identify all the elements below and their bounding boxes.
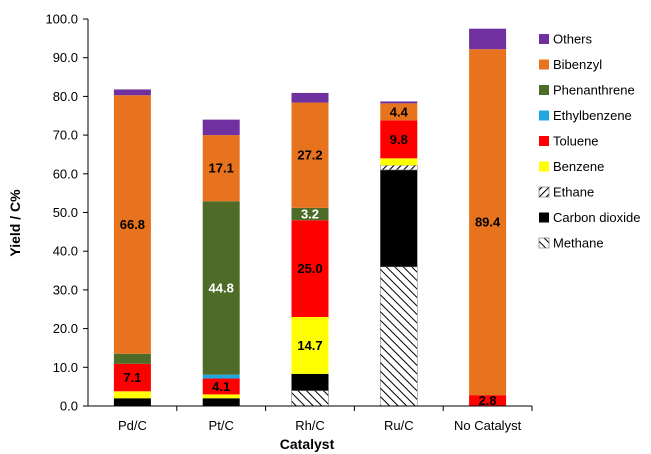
data-label: 44.8 xyxy=(209,280,234,295)
bar-pd-c-carbon-dioxide xyxy=(113,398,151,406)
legend-swatch-carbon-dioxide xyxy=(539,212,549,223)
y-tick-label: 80.0 xyxy=(53,89,78,104)
bar-ru-c-benzene xyxy=(380,158,418,166)
legend-label-others: Others xyxy=(553,32,593,47)
legend-swatch-methane xyxy=(538,237,550,249)
y-tick-label: 60.0 xyxy=(53,166,78,181)
y-tick-label: 10.0 xyxy=(53,360,78,375)
data-label: 7.1 xyxy=(123,370,141,385)
bar-ru-c-methane xyxy=(379,266,418,407)
y-axis-ticks: 0.0 10.0 20.0 30.0 40.0 50.0 60.0 70.0 80.0 90.0 1… xyxy=(45,12,88,414)
legend-swatch-others xyxy=(539,34,549,44)
bar-pt-c-toluene xyxy=(202,378,240,395)
x-tick-label: No Catalyst xyxy=(454,418,522,433)
x-axis-ticks: Pd/C Pt/C Rh/C Ru/C No Catalyst xyxy=(118,406,533,433)
data-label: 4.4 xyxy=(390,104,409,119)
bar-no-catalyst-others xyxy=(469,28,507,50)
legend-label-carbon-dioxide: Carbon dioxide xyxy=(553,210,640,225)
bar-ru-c-others xyxy=(380,101,418,104)
data-label: 27.2 xyxy=(297,148,322,163)
x-tick-label: Rh/C xyxy=(295,418,325,433)
legend-swatch-toluene xyxy=(539,136,549,146)
data-label: 25.0 xyxy=(297,261,322,276)
bar-pd-c-phenanthrene xyxy=(113,353,151,364)
bar-rh-c-carbon-dioxide xyxy=(291,373,329,391)
y-tick-label: 90.0 xyxy=(53,50,78,65)
legend-swatch-ethane xyxy=(538,186,550,198)
bar-pt-c-ethylbenzene xyxy=(202,374,240,379)
bar-rh-c-methane xyxy=(291,390,329,407)
bar-pt-c-carbon-dioxide xyxy=(202,398,240,406)
bar-ru-c-bibenzyl xyxy=(380,103,418,121)
bar-ru-c-carbon-dioxide xyxy=(380,169,418,267)
bar-pd-c-bibenzyl xyxy=(113,95,151,354)
legend-label-methane: Methane xyxy=(553,236,604,251)
bar-rh-c-phenanthrene xyxy=(291,207,329,221)
data-label: 2.8 xyxy=(479,393,497,408)
legend: Others Bibenzyl Phenanthrene Ethylbenzene To… xyxy=(538,32,640,251)
y-tick-label: 40.0 xyxy=(53,244,78,259)
y-tick-label: 100.0 xyxy=(45,12,78,27)
data-label: 89.4 xyxy=(475,215,501,230)
bar-pd-c-toluene xyxy=(113,363,151,392)
y-tick-label: 0.0 xyxy=(60,399,78,414)
y-tick-label: 70.0 xyxy=(53,128,78,143)
legend-label-ethane: Ethane xyxy=(553,185,594,200)
legend-label-toluene: Toluene xyxy=(553,134,599,149)
bar-rh-c-benzene xyxy=(291,316,329,374)
bar-no-catalyst-toluene xyxy=(469,395,507,406)
legend-label-ethylbenzene: Ethylbenzene xyxy=(553,108,632,123)
bar-pd-c-benzene xyxy=(113,391,151,399)
bar-pt-c-bibenzyl xyxy=(202,135,240,202)
data-label: 3.2 xyxy=(301,207,319,222)
bars xyxy=(113,28,507,407)
y-axis-title: Yield / C% xyxy=(7,189,23,257)
y-tick-label: 50.0 xyxy=(53,205,78,220)
legend-swatch-benzene xyxy=(539,161,549,172)
y-tick-label: 20.0 xyxy=(53,321,78,336)
bar-ru-c-toluene xyxy=(380,120,418,159)
data-label: 14.7 xyxy=(297,338,322,353)
x-tick-label: Ru/C xyxy=(384,418,414,433)
legend-label-bibenzyl: Bibenzyl xyxy=(553,57,602,72)
legend-swatch-bibenzyl xyxy=(539,59,549,70)
x-tick-label: Pt/C xyxy=(209,418,234,433)
bar-pt-c-others xyxy=(202,119,240,136)
data-label: 9.8 xyxy=(390,132,408,147)
y-tick-label: 30.0 xyxy=(53,282,78,297)
legend-swatch-phenanthrene xyxy=(539,85,549,95)
data-label: 4.1 xyxy=(212,379,230,394)
legend-swatch-ethylbenzene xyxy=(539,110,549,121)
x-axis-title: Catalyst xyxy=(280,436,335,452)
x-tick-label: Pd/C xyxy=(118,418,147,433)
bar-pd-c-others xyxy=(113,89,151,96)
bar-no-catalyst-bibenzyl xyxy=(469,49,507,396)
legend-label-phenanthrene: Phenanthrene xyxy=(553,83,635,98)
data-label: 17.1 xyxy=(209,161,234,176)
bar-ru-c-ethane xyxy=(379,164,418,171)
bar-pt-c-benzene xyxy=(202,394,240,399)
bar-rh-c-bibenzyl xyxy=(291,102,329,208)
bar-rh-c-others xyxy=(291,92,329,103)
bar-pt-c-phenanthrene xyxy=(202,201,240,375)
bar-rh-c-toluene xyxy=(291,220,329,317)
data-labels: 7.1 66.8 4.1 44.8 17.1 14.7 25.0 3.2 27.2 9.8 4.4 2… xyxy=(120,104,501,408)
legend-label-benzene: Benzene xyxy=(553,159,604,174)
data-label: 66.8 xyxy=(120,217,145,232)
